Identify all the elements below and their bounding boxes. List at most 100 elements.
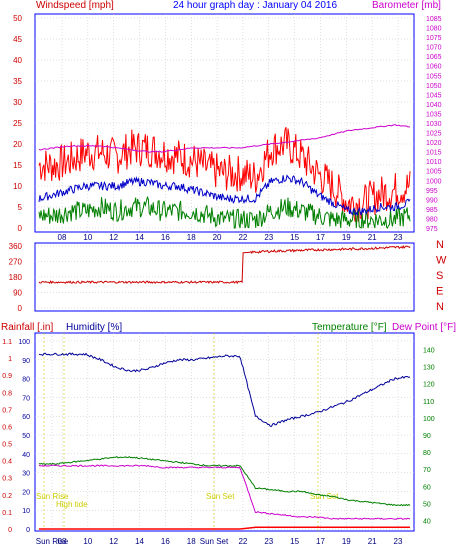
- rain-tick-label: 0.1: [2, 510, 12, 517]
- humidity-tick-label: 20: [22, 489, 30, 496]
- temperature-tick-label: 90: [423, 433, 431, 440]
- dewpoint-axis-title: Dew Point [°F]: [392, 322, 456, 333]
- compass-label: N: [436, 301, 444, 313]
- temperature-tick-label: 140: [423, 348, 435, 355]
- x-tick-label: 22: [238, 233, 247, 242]
- windspeed-tick-label: 10: [13, 182, 22, 191]
- temperature-tick-label: 110: [423, 399, 434, 406]
- x-tick-label: 19: [342, 537, 351, 546]
- barometer-tick-label: 980: [426, 216, 438, 223]
- rain-tick-label: 0.8: [2, 390, 12, 397]
- x-tick-label: 12: [109, 537, 118, 546]
- rain-tick-label: 0.2: [2, 493, 12, 500]
- windspeed-tick-label: 35: [13, 77, 22, 86]
- windspeed-tick-label: 50: [13, 14, 22, 23]
- barometer-axis-title: Barometer [mb]: [372, 0, 441, 11]
- barometer-series-line: [38, 124, 411, 153]
- humidity-temperature-panel: 0 10 20 30 40 50 60 70 80 90 100 0 0.1 0.2 0.3 0.4 0.5 0.…: [2, 332, 435, 546]
- x-tick-label: 23: [264, 233, 273, 242]
- temperature-series-line: [38, 455, 411, 507]
- windspeed-tick-label: 20: [13, 140, 22, 149]
- humidity-tick-label: 50: [22, 433, 30, 440]
- rain-tick-label: 0.3: [2, 476, 12, 483]
- barometer-tick-label: 1065: [426, 54, 442, 61]
- windspeed-axis-title: Windspeed [mph]: [36, 0, 114, 11]
- barometer-tick-label: 1075: [426, 35, 442, 42]
- humidity-tick-label: 40: [22, 452, 30, 459]
- x-tick-label: 21: [368, 233, 377, 242]
- x-tick-label: 14: [135, 233, 144, 242]
- barometer-tick-label: 1055: [426, 73, 442, 80]
- x-tick-label: 19: [342, 233, 351, 242]
- x-tick-label: 15: [290, 233, 299, 242]
- min-wind-series-line: [38, 195, 411, 229]
- rain-tick-label: 0.9: [2, 373, 12, 380]
- x-tick-label: 17: [316, 537, 325, 546]
- temperature-tick-label: 40: [423, 518, 431, 525]
- humidity-tick-label: 100: [18, 339, 30, 346]
- humidity-axis-title: Humidity [%]: [66, 322, 122, 333]
- barometer-tick-label: 1025: [426, 131, 442, 138]
- windspeed-tick-label: 25: [13, 119, 22, 128]
- temperature-tick-label: 60: [423, 484, 431, 491]
- rain-tick-label: 0.7: [2, 407, 12, 414]
- temperature-axis-title: Temperature [°F]: [312, 322, 387, 333]
- x-tick-label: 08: [58, 233, 67, 242]
- direction-tick-label: 90: [13, 289, 22, 298]
- x-tick-label: 22: [238, 537, 247, 546]
- barometer-tick-label: 1045: [426, 92, 442, 99]
- x-tick-label: 18: [187, 537, 196, 546]
- x-tick-label: 23: [264, 537, 273, 546]
- dewpoint-series-line: [38, 464, 411, 521]
- windspeed-tick-label: 0: [18, 224, 23, 233]
- barometer-tick-label: 1000: [426, 178, 442, 185]
- event-label: Sun Set: [206, 492, 235, 501]
- gust-series-line: [38, 127, 411, 222]
- barometer-tick-label: 1050: [426, 83, 442, 90]
- wind-barometer-panel: 0510152025303540455097598098599099510001…: [13, 13, 442, 242]
- direction-tick-label: 180: [9, 273, 23, 282]
- barometer-tick-label: 975: [426, 226, 438, 233]
- barometer-tick-label: 1015: [426, 150, 442, 157]
- barometer-tick-label: 1080: [426, 26, 442, 33]
- temperature-tick-label: 70: [423, 467, 431, 474]
- x-tick-label: 08: [58, 537, 67, 546]
- x-tick-label: 14: [135, 537, 144, 546]
- panel-frame: [34, 332, 415, 532]
- compass-label: N: [436, 239, 444, 251]
- barometer-tick-label: 1010: [426, 159, 442, 166]
- chart-title: 24 hour graph day : January 04 2016: [173, 0, 337, 11]
- barometer-tick-label: 1060: [426, 64, 442, 71]
- x-tick-label: 23: [394, 537, 403, 546]
- barometer-tick-label: 985: [426, 207, 438, 214]
- x-tick-label: 12: [109, 233, 118, 242]
- humidity-tick-label: 90: [22, 358, 30, 365]
- direction-tick-label: 0: [18, 304, 23, 313]
- compass-label: S: [436, 270, 443, 282]
- direction-tick-label: 270: [9, 258, 23, 267]
- barometer-tick-label: 1020: [426, 140, 442, 147]
- avg-wind-series-line: [38, 174, 411, 217]
- windspeed-tick-label: 15: [13, 161, 22, 170]
- rain-tick-label: 0.5: [2, 442, 12, 449]
- rain-tick-label: 0: [8, 527, 12, 534]
- temperature-tick-label: 100: [423, 416, 435, 423]
- event-label: High tide: [56, 500, 88, 509]
- event-label: Sun Set: [310, 492, 339, 501]
- barometer-tick-label: 1085: [426, 16, 442, 23]
- rainfall-series-line: [39, 526, 410, 530]
- humidity-tick-label: 0: [26, 527, 30, 534]
- humidity-tick-label: 10: [22, 508, 30, 515]
- barometer-tick-label: 1030: [426, 121, 442, 128]
- barometer-tick-label: 1040: [426, 102, 442, 109]
- windspeed-tick-label: 45: [13, 35, 22, 44]
- windspeed-tick-label: 5: [18, 203, 23, 212]
- direction-tick-label: 360: [9, 242, 23, 251]
- compass-label: W: [436, 255, 447, 267]
- x-tick-label: 17: [316, 233, 325, 242]
- windspeed-tick-label: 30: [13, 98, 22, 107]
- humidity-tick-label: 80: [22, 377, 30, 384]
- humidity-series-line: [38, 352, 411, 427]
